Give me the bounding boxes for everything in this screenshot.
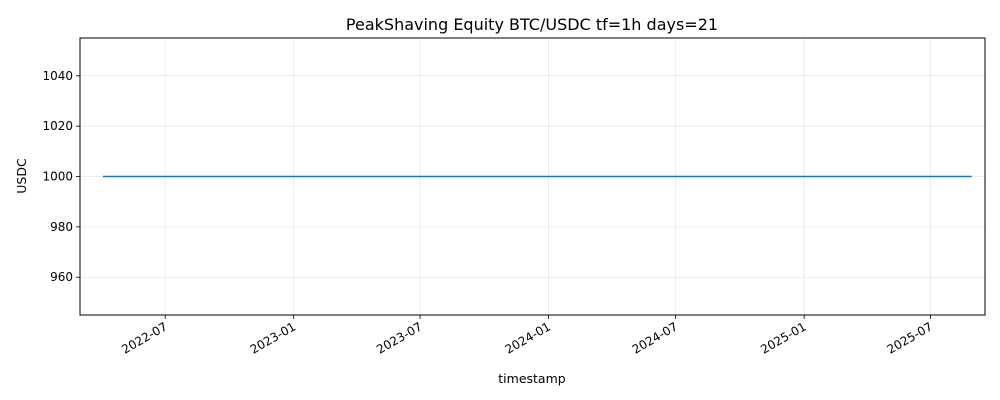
- y-tick-label: 1020: [42, 119, 73, 133]
- y-tick-label: 1040: [42, 69, 73, 83]
- y-tick-label: 980: [50, 220, 73, 234]
- y-axis-label: USDC: [14, 158, 29, 194]
- chart-title: PeakShaving Equity BTC/USDC tf=1h days=2…: [346, 15, 718, 34]
- y-tick-label: 960: [50, 270, 73, 284]
- y-tick-label: 1000: [42, 170, 73, 184]
- x-axis-label: timestamp: [498, 371, 565, 386]
- y-axis-ticks: 960 980 1000 1020 1040: [42, 69, 80, 284]
